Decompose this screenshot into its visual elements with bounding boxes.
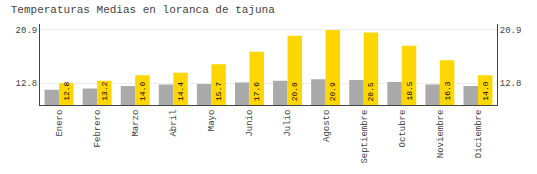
svg-text:Marzo: Marzo xyxy=(131,110,141,137)
svg-text:Noviembre: Noviembre xyxy=(436,110,446,159)
svg-text:13.2: 13.2 xyxy=(100,81,109,100)
svg-text:16.3: 16.3 xyxy=(443,81,452,100)
svg-text:15.7: 15.7 xyxy=(214,82,223,101)
svg-text:Julio: Julio xyxy=(283,110,293,137)
svg-text:18.5: 18.5 xyxy=(405,81,414,100)
svg-text:20.9: 20.9 xyxy=(328,82,337,101)
svg-text:20.0: 20.0 xyxy=(290,82,299,101)
svg-text:14.4: 14.4 xyxy=(176,82,185,101)
svg-text:14.0: 14.0 xyxy=(481,81,490,100)
svg-text:17.6: 17.6 xyxy=(252,82,261,101)
svg-text:Mayo: Mayo xyxy=(207,110,217,132)
svg-text:Diciembre: Diciembre xyxy=(474,110,484,159)
svg-text:Febrero: Febrero xyxy=(93,110,103,148)
svg-text:12.8: 12.8 xyxy=(500,79,522,89)
svg-text:12.8: 12.8 xyxy=(16,79,38,89)
svg-text:Agosto: Agosto xyxy=(322,110,332,142)
svg-text:20.9: 20.9 xyxy=(500,26,522,36)
svg-text:Temperaturas Medias en loranca: Temperaturas Medias en loranca de tajuna xyxy=(11,4,275,16)
svg-text:20.5: 20.5 xyxy=(366,82,375,101)
svg-text:14.0: 14.0 xyxy=(138,82,147,101)
svg-text:Octubre: Octubre xyxy=(398,110,408,148)
svg-text:Junio: Junio xyxy=(245,110,255,137)
svg-text:Septiembre: Septiembre xyxy=(360,110,370,164)
svg-text:12.8: 12.8 xyxy=(62,81,71,100)
svg-text:Enero: Enero xyxy=(55,110,65,137)
svg-text:20.9: 20.9 xyxy=(16,26,38,36)
svg-text:Abril: Abril xyxy=(169,110,179,137)
